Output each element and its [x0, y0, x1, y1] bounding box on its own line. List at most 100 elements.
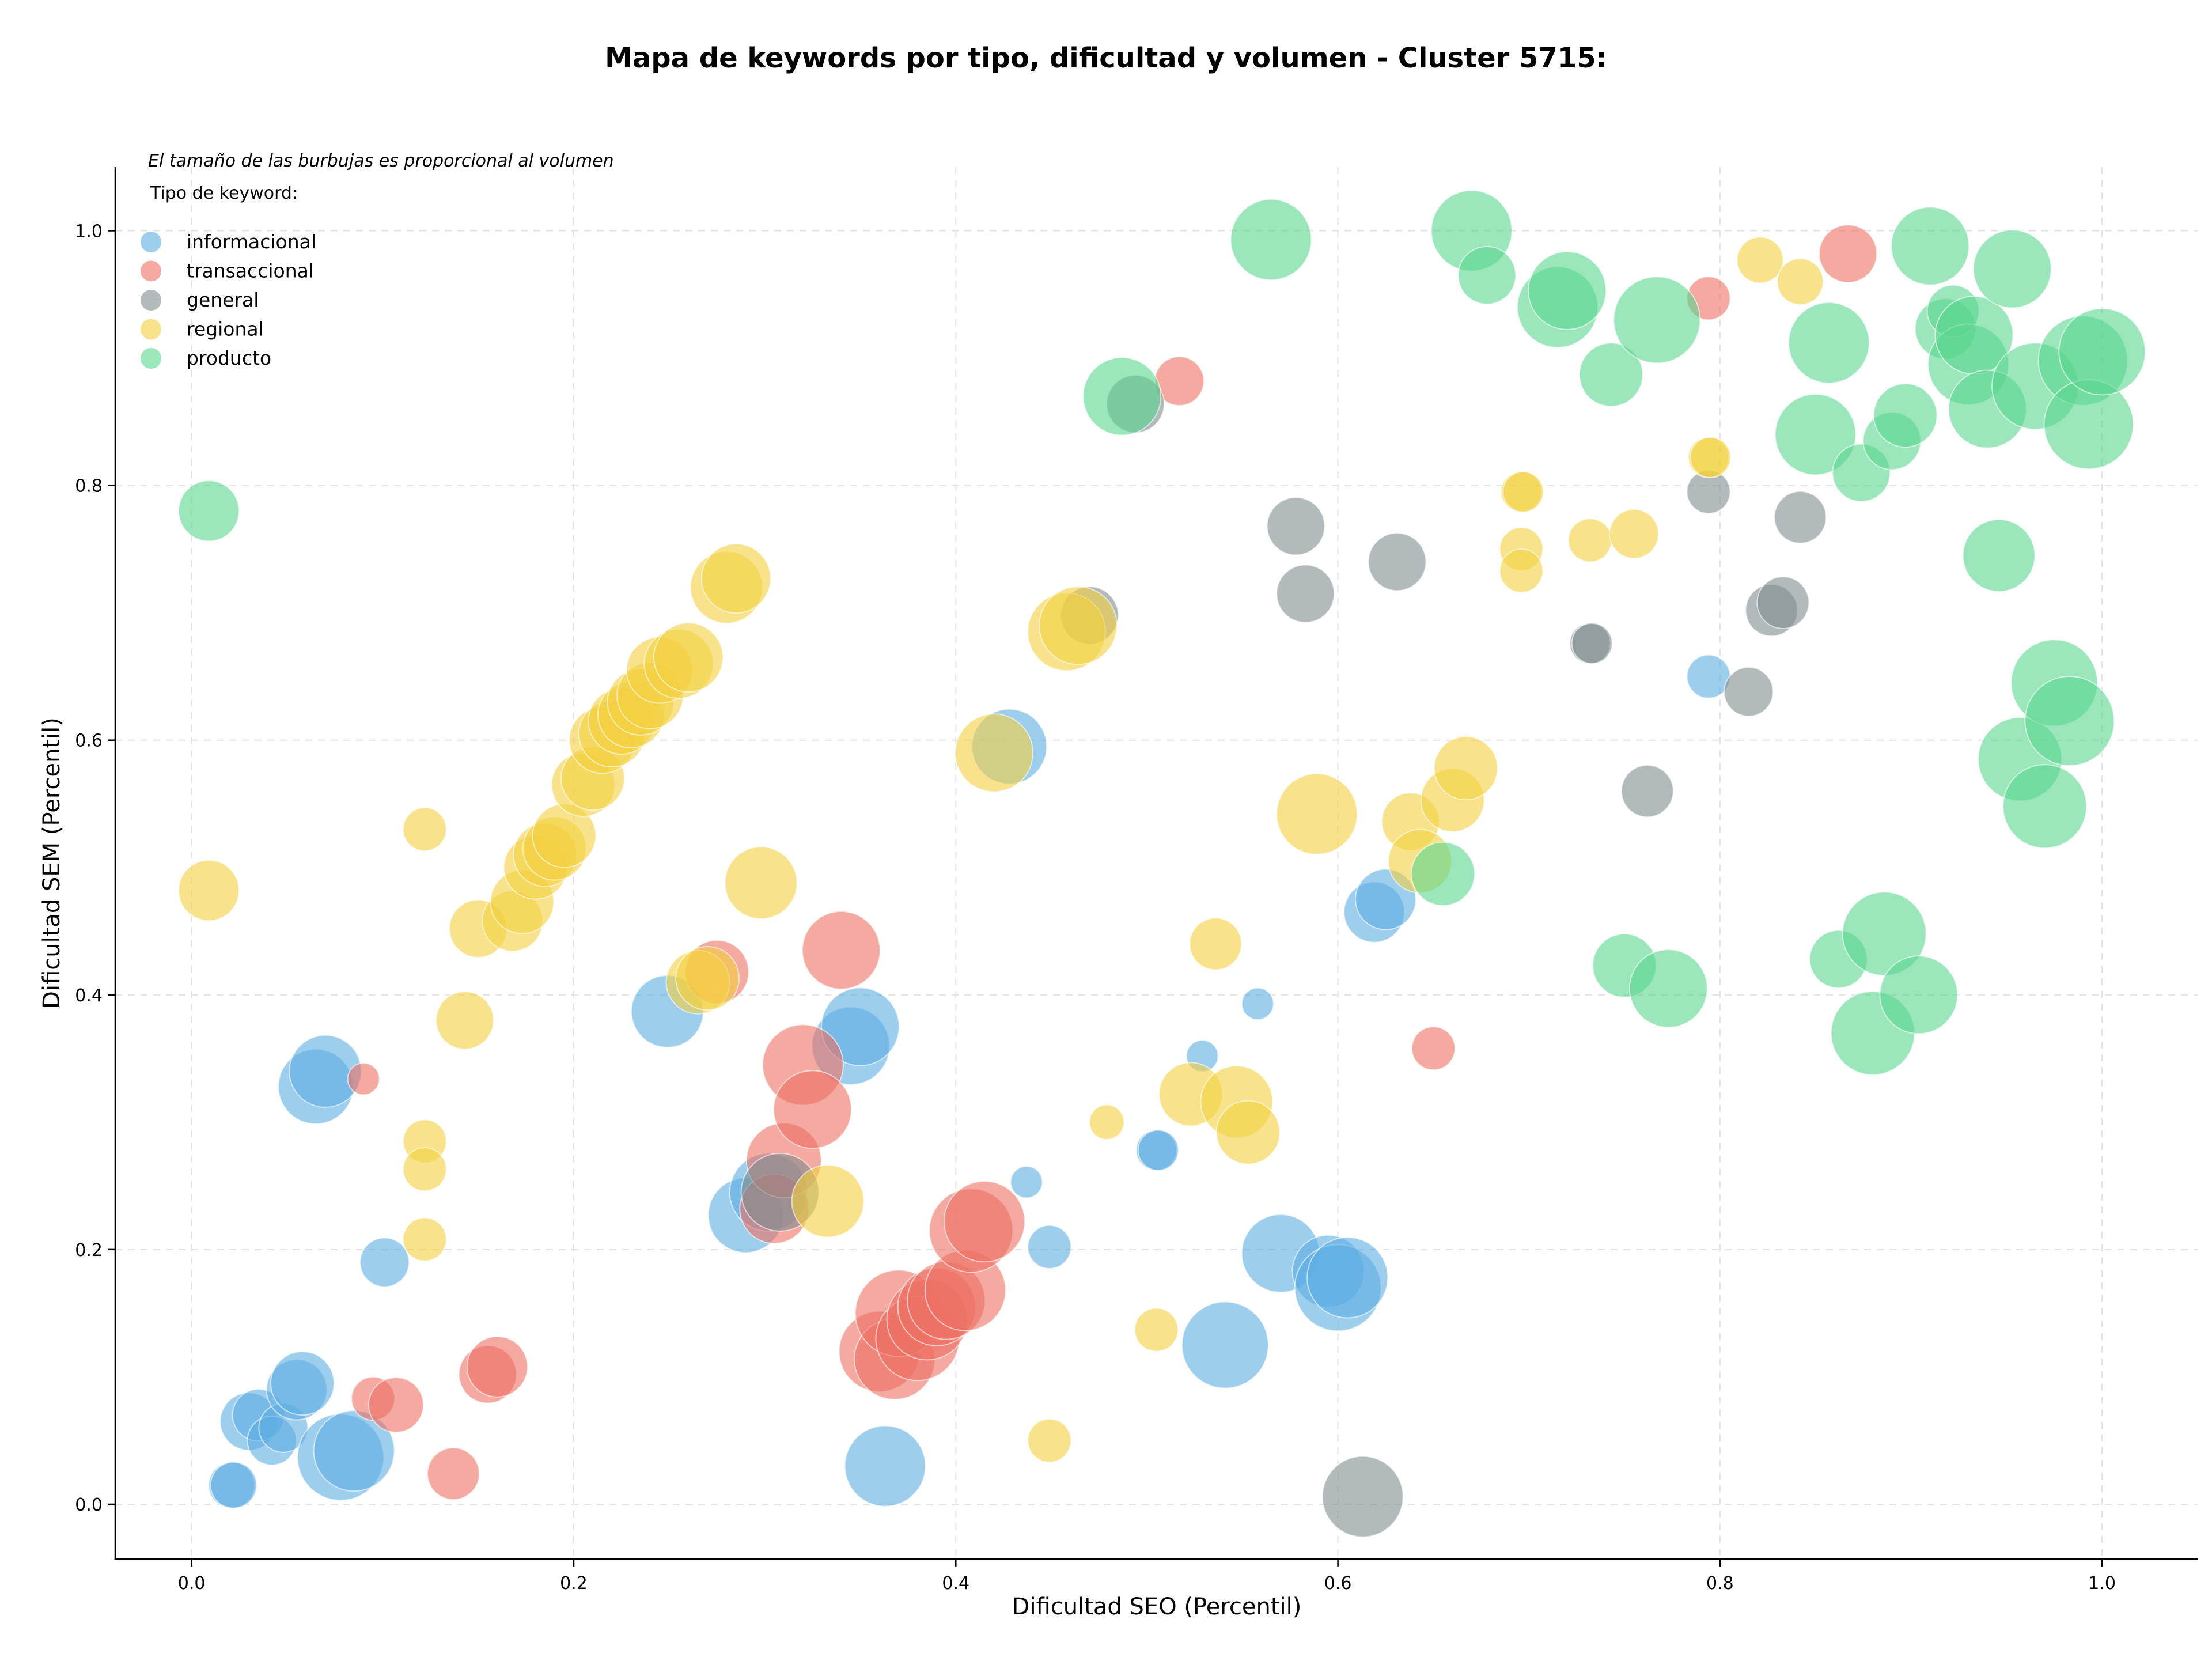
legend-label: regional [187, 318, 264, 340]
bubble-general [1276, 564, 1335, 623]
bubble-producto [1411, 841, 1475, 906]
bubble-informacional [1181, 1301, 1269, 1389]
bubble-regional [1089, 1104, 1125, 1140]
bubble-regional [1736, 236, 1784, 284]
bubble-transaccional [944, 1181, 1025, 1263]
bubble-producto [178, 480, 240, 542]
bubble-informacional [270, 1351, 335, 1416]
bubble-transaccional [801, 910, 881, 990]
bubble-producto [1230, 199, 1312, 281]
series-regional [178, 236, 1824, 1463]
bubble-regional [1433, 736, 1498, 801]
bubble-producto [1082, 357, 1162, 436]
bubble-regional [1777, 258, 1824, 305]
bubble-general [1571, 622, 1613, 664]
bubble-producto [1972, 229, 2052, 309]
bubble-general [1756, 576, 1810, 629]
series-transaccional [347, 224, 1878, 1500]
bubble-transaccional [1819, 224, 1878, 283]
bubble-regional [1039, 586, 1118, 665]
bubble-producto [1873, 383, 1938, 448]
bubble-regional [435, 991, 494, 1050]
legend-item-informacional: informacional [141, 230, 316, 253]
y-axis-label: Dificultad SEM (Percentil) [39, 717, 65, 1009]
bubble-regional [1609, 509, 1660, 559]
bubble-producto [1628, 949, 1708, 1028]
y-tick-label: 0.2 [75, 1240, 103, 1261]
x-tick-label: 0.4 [942, 1573, 969, 1594]
bubble-producto [1787, 302, 1870, 384]
bubble-transaccional [368, 1377, 424, 1433]
y-tick-label: 1.0 [75, 222, 103, 242]
bubble-regional [1502, 471, 1544, 513]
bubble-regional [402, 1147, 447, 1192]
bubble-producto [1578, 342, 1643, 407]
legend-item-producto: producto [141, 347, 271, 369]
bubble-regional [1134, 1307, 1179, 1352]
legend-marker [141, 232, 161, 252]
legend-marker [141, 348, 161, 369]
bubble-size-note: El tamaño de las burbujas es proporciona… [148, 151, 614, 171]
bubble-informacional [820, 987, 900, 1066]
series-producto [178, 190, 2146, 1076]
legend-item-general: general [141, 289, 259, 311]
bubble-regional [1215, 1100, 1281, 1165]
bubble-informacional [359, 1237, 410, 1288]
bubble-transaccional [427, 1447, 480, 1500]
bubble-producto [1613, 276, 1701, 364]
bubble-transaccional [1411, 1026, 1456, 1071]
bubble-regional [653, 622, 724, 693]
bubble-general [1724, 667, 1774, 717]
legend-title: Tipo de keyword: [150, 183, 298, 203]
bubble-regional [1189, 917, 1243, 971]
bubble-informacional [313, 1410, 395, 1492]
bubble-general [1774, 490, 1827, 544]
bubble-regional [402, 1217, 447, 1262]
bubble-regional [1276, 773, 1358, 855]
y-tick-label: 0.8 [75, 476, 103, 497]
bubble-regional [675, 946, 740, 1011]
bubble-producto [1891, 206, 1970, 286]
y-tick-label: 0.0 [75, 1495, 103, 1515]
bubble-regional [724, 846, 798, 920]
bubble-producto [1774, 394, 1857, 476]
legend-items: informacional transaccional general regiona… [141, 230, 316, 369]
y-tick-label: 0.6 [75, 731, 103, 751]
bubble-producto [2002, 764, 2088, 849]
bubble-regional [1690, 437, 1732, 478]
bubble-producto [1457, 245, 1517, 305]
bubble-informacional [1027, 1224, 1072, 1269]
legend-marker [141, 260, 161, 282]
bubble-general [1368, 532, 1427, 592]
bubble-general [1620, 765, 1674, 818]
x-tick-label: 0.8 [1706, 1573, 1734, 1594]
legend-label: transaccional [187, 260, 314, 282]
legend-label: general [187, 289, 259, 311]
bubble-regional [1027, 1418, 1072, 1463]
bubble-informacional [210, 1461, 257, 1509]
bubble-producto [1528, 251, 1607, 330]
bubble-regional [1567, 518, 1612, 563]
bubble-transaccional [347, 1062, 380, 1096]
bubble-general [1266, 497, 1325, 556]
bubble-informacional [844, 1425, 926, 1507]
bubble-informacional [1241, 987, 1274, 1020]
bubble-general [1321, 1455, 1404, 1538]
bubble-producto [1962, 519, 2036, 592]
bubble-regional [1499, 548, 1544, 593]
bubble-regional [402, 807, 447, 852]
bubble-regional [791, 1164, 865, 1238]
bubble-regional [955, 713, 1034, 793]
legend-marker [141, 290, 161, 311]
y-tick-label: 0.4 [75, 986, 103, 1006]
bubbles [178, 190, 2146, 1538]
x-tick-label: 1.0 [2088, 1573, 2116, 1594]
legend-item-transaccional: transaccional [141, 260, 314, 282]
legend-label: producto [187, 347, 271, 369]
x-tick-label: 0.6 [1324, 1573, 1352, 1594]
ticks: 0.0 0.2 0.4 0.6 0.8 1.0 0.0 0.2 0.4 0.6 0.8 1.0 [75, 222, 2116, 1594]
bubble-informacional [1010, 1166, 1043, 1199]
bubble-informacional [1137, 1129, 1179, 1171]
